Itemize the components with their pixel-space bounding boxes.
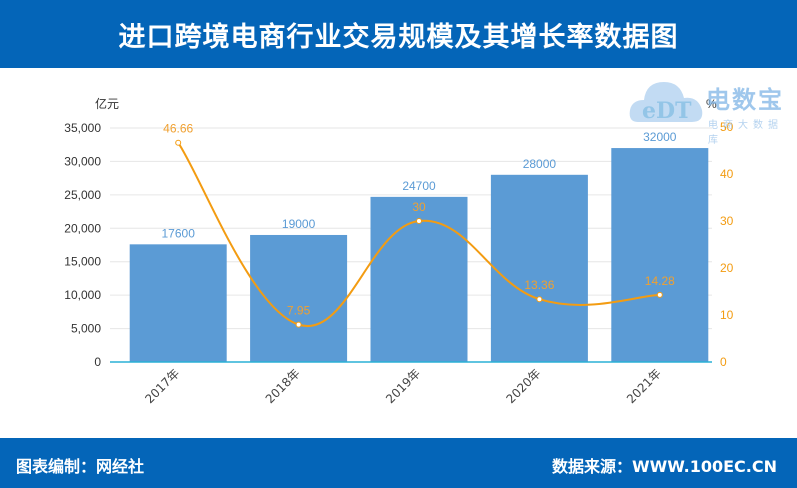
bar-value-label: 28000 bbox=[523, 157, 557, 171]
logo-subtitle: 电商大数据库 bbox=[708, 120, 783, 146]
line-marker bbox=[416, 218, 422, 224]
logo: eDT 电数宝 电商大数据库 bbox=[628, 72, 793, 146]
y2-tick-label: 10 bbox=[720, 308, 734, 322]
y-tick-label: 0 bbox=[94, 355, 101, 369]
y2-axis-unit: % bbox=[706, 97, 717, 111]
y-axis-unit: 亿元 bbox=[95, 96, 119, 111]
bar-value-label: 24700 bbox=[402, 179, 436, 193]
y2-tick-label: 30 bbox=[720, 214, 734, 228]
line-value-label: 13.36 bbox=[524, 278, 554, 292]
chart-credit: 图表编制：网经社 bbox=[16, 457, 145, 476]
title-banner: 进口跨境电商行业交易规模及其增长率数据图 bbox=[0, 0, 797, 68]
x-tick-label: 2019年 bbox=[383, 366, 423, 406]
line-marker bbox=[175, 139, 182, 146]
y-tick-label: 20,000 bbox=[64, 221, 101, 235]
data-source: 数据来源：WWW.100EC.CN bbox=[551, 457, 777, 476]
chart-title: 进口跨境电商行业交易规模及其增长率数据图 bbox=[118, 21, 679, 53]
cloud-logo-icon: eDT bbox=[629, 82, 703, 124]
bar bbox=[611, 148, 709, 362]
line-marker bbox=[536, 296, 543, 303]
bar bbox=[370, 196, 468, 362]
y-tick-label: 5,000 bbox=[71, 322, 101, 336]
svg-text:eDT: eDT bbox=[642, 98, 692, 124]
line-value-label: 30 bbox=[412, 200, 426, 214]
line-marker bbox=[656, 291, 663, 298]
line-value-label: 46.66 bbox=[163, 122, 193, 136]
y-tick-label: 30,000 bbox=[64, 154, 101, 168]
y2-tick-label: 20 bbox=[720, 261, 734, 275]
logo-brand: 电数宝 bbox=[706, 86, 784, 114]
y-tick-label: 15,000 bbox=[64, 255, 101, 269]
bar-value-label: 17600 bbox=[162, 226, 196, 240]
y2-tick-label: 40 bbox=[720, 167, 734, 181]
y-tick-label: 25,000 bbox=[64, 188, 101, 202]
line-value-label: 14.28 bbox=[645, 274, 675, 288]
combo-chart: 35,000 30,000 25,000 20,000 15,000 10,000 5,00… bbox=[64, 96, 734, 406]
x-tick-label: 2017年 bbox=[142, 366, 182, 406]
bar-value-label: 19000 bbox=[282, 217, 316, 231]
x-tick-label: 2018年 bbox=[263, 366, 303, 406]
line-marker bbox=[295, 321, 302, 328]
footer-banner: 图表编制：网经社 数据来源：WWW.100EC.CN bbox=[0, 438, 797, 488]
y-tick-label: 35,000 bbox=[64, 121, 101, 135]
bar bbox=[129, 244, 227, 362]
y2-tick-label: 50 bbox=[720, 120, 734, 134]
y-tick-label: 10,000 bbox=[64, 288, 101, 302]
y2-tick-label: 0 bbox=[720, 355, 727, 369]
x-tick-label: 2020年 bbox=[504, 366, 544, 406]
bar-value-label: 32000 bbox=[643, 130, 677, 144]
bar bbox=[490, 174, 588, 362]
growth-rate-line bbox=[177, 142, 660, 328]
x-tick-label: 2021年 bbox=[624, 366, 664, 406]
line-value-label: 7.95 bbox=[287, 304, 311, 318]
